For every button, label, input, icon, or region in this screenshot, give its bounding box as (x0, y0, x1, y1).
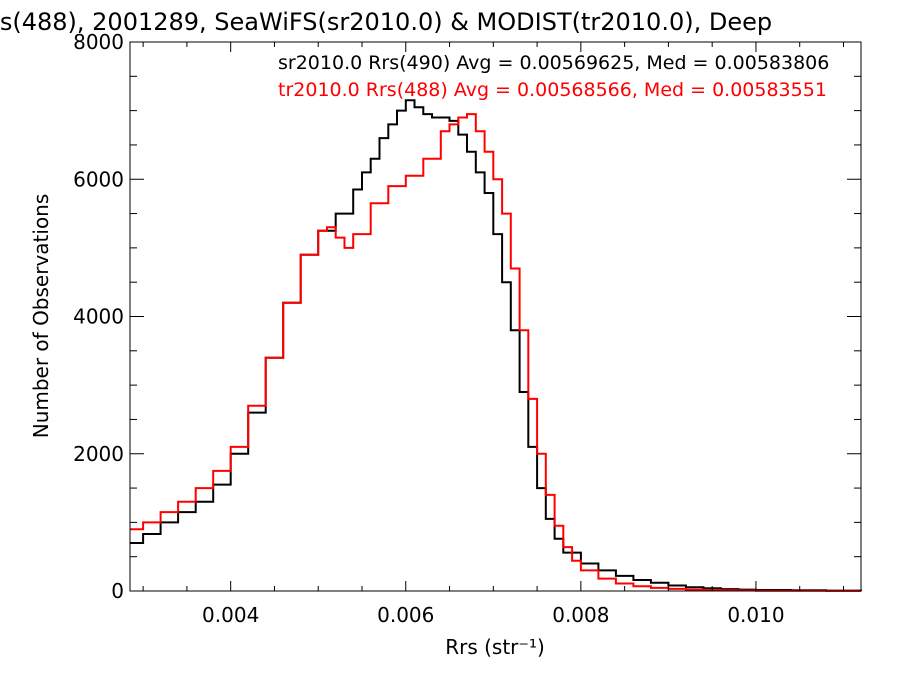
y-tick-label: 6000 (73, 167, 124, 191)
y-tick-label: 4000 (73, 305, 124, 329)
x-tick-label: 0.010 (727, 603, 784, 627)
series-line-black (130, 99, 862, 592)
y-axis-label: Number of Observations (29, 194, 53, 439)
x-tick-label: 0.006 (377, 603, 434, 627)
y-tick-label: 8000 (73, 30, 124, 54)
series-line-red (130, 113, 861, 592)
x-tick-label: 0.004 (202, 603, 259, 627)
legend-entry-red: tr2010.0 Rrs(488) Avg = 0.00568566, Med … (278, 79, 827, 101)
y-tick-label: 2000 (73, 442, 124, 466)
x-axis: 0.004 0.006 0.008 0.010 (142, 42, 844, 627)
x-tick-label: 0.008 (552, 603, 609, 627)
plot-frame (129, 41, 862, 592)
x-axis-label: Rrs (str⁻¹) (445, 635, 545, 659)
chart-title: rs(488), 2001289, SeaWiFS(sr2010.0) & MO… (0, 8, 772, 36)
plot-curves (130, 99, 862, 592)
legend-entry-black: sr2010.0 Rrs(490) Avg = 0.00569625, Med … (278, 52, 829, 74)
y-tick-label: 0 (111, 579, 124, 603)
